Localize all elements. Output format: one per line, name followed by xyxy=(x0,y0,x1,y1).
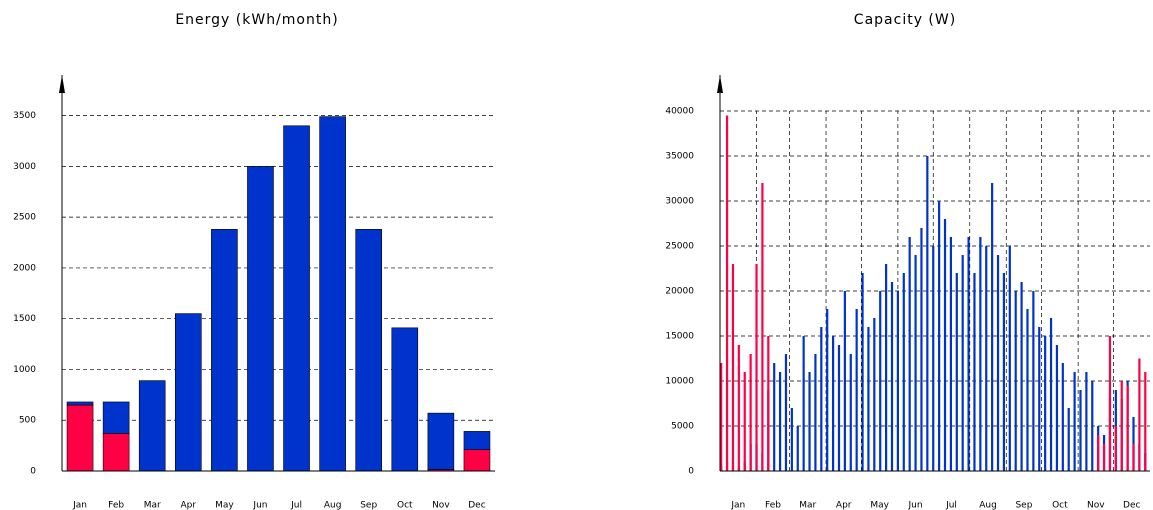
bar-segment xyxy=(283,125,310,472)
x-tick-label: Dec xyxy=(1123,501,1140,510)
bar-segment xyxy=(355,229,383,472)
x-tick-label: Jul xyxy=(945,501,957,510)
x-tick-label: May xyxy=(870,501,889,510)
x-tick-label: Sep xyxy=(1015,501,1032,510)
x-tick-label: Mar xyxy=(144,501,161,510)
x-tick-label: Nov xyxy=(1087,501,1105,510)
x-tick-label: Sep xyxy=(360,501,377,510)
bar-segment xyxy=(102,433,130,472)
y-tick-label: 1500 xyxy=(13,314,36,324)
y-tick-label: 500 xyxy=(19,416,36,426)
bar-segment xyxy=(66,401,94,406)
bar-segment xyxy=(138,380,166,472)
y-axis-arrow xyxy=(59,75,65,93)
y-tick-label: 3500 xyxy=(13,111,36,121)
bar-segment xyxy=(319,116,346,472)
bar-segment xyxy=(247,166,274,472)
x-tick-label: Aug xyxy=(324,501,342,510)
y-tick-label: 3000 xyxy=(13,162,36,172)
y-tick-label: 40000 xyxy=(665,107,694,117)
bar-segment xyxy=(102,401,130,434)
x-tick-label: Feb xyxy=(108,501,124,510)
x-tick-label: Apr xyxy=(836,501,852,510)
y-tick-label: 2000 xyxy=(13,263,36,273)
y-axis-arrow xyxy=(717,75,723,93)
x-tick-label: Feb xyxy=(765,501,781,510)
x-tick-label: Aug xyxy=(979,501,997,510)
y-tick-label: 2500 xyxy=(13,213,36,223)
bar-segment xyxy=(66,404,94,472)
x-tick-label: Jan xyxy=(730,501,745,510)
bar-segment xyxy=(463,431,491,450)
y-tick-label: 1000 xyxy=(13,365,36,375)
y-tick-label: 10000 xyxy=(665,377,694,387)
y-tick-label: 30000 xyxy=(665,197,694,207)
bar-segment xyxy=(463,449,491,472)
y-tick-label: 25000 xyxy=(665,242,694,252)
x-tick-label: Dec xyxy=(468,501,485,510)
x-tick-label: Jun xyxy=(252,501,267,510)
bar-segment xyxy=(174,313,202,472)
x-tick-label: Oct xyxy=(1052,501,1068,510)
bar-segment xyxy=(211,229,238,472)
x-tick-label: Apr xyxy=(181,501,197,510)
x-tick-label: Nov xyxy=(432,501,450,510)
x-tick-label: Mar xyxy=(799,501,816,510)
y-tick-label: 20000 xyxy=(665,287,694,297)
x-tick-label: Jun xyxy=(908,501,923,510)
y-tick-label: 0 xyxy=(688,467,694,477)
chart-title: Capacity (W) xyxy=(854,12,956,28)
x-tick-label: Jan xyxy=(72,501,87,510)
y-tick-label: 35000 xyxy=(665,152,694,162)
y-tick-label: 15000 xyxy=(665,332,694,342)
bar-segment xyxy=(391,327,419,472)
y-tick-label: 5000 xyxy=(671,422,694,432)
bar-segment xyxy=(427,412,455,470)
x-tick-label: Oct xyxy=(397,501,413,510)
x-tick-label: May xyxy=(215,501,234,510)
chart-title: Energy (kWh/month) xyxy=(175,12,338,28)
y-tick-label: 0 xyxy=(30,467,36,477)
x-tick-label: Jul xyxy=(290,501,302,510)
